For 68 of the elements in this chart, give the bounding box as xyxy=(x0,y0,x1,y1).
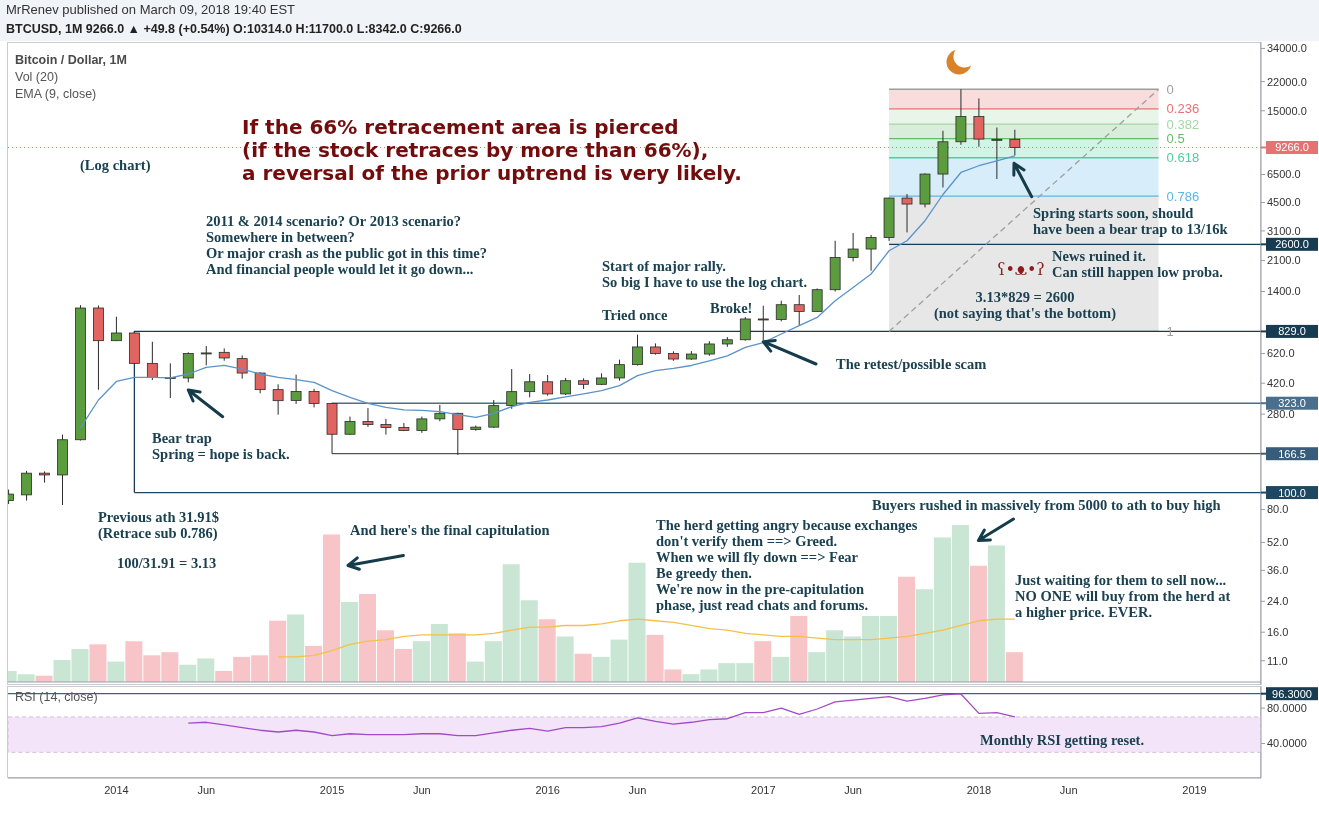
chart-title: RSI (14, close) xyxy=(15,690,98,705)
legend-label: 323.0 xyxy=(1278,397,1306,410)
annotation: Start of major rally. So big I have to use the log chart. xyxy=(602,258,808,290)
series-label: 0 xyxy=(1166,81,1174,97)
y-tick-label: 280.0 xyxy=(1267,408,1295,421)
annotation: EMA (9, close) xyxy=(15,87,97,102)
text: Bitcoin / Dollar, 1M xyxy=(15,53,127,68)
annotation: News ruined it. Can still happen low proba. xyxy=(1052,248,1223,280)
series-label: 0.618 xyxy=(1166,150,1200,166)
x-tick-label: Jun xyxy=(197,783,216,796)
x-tick-label: 2018 xyxy=(966,783,992,796)
annotation: 3.13*829 = 2600 (not saying that's the bottom) xyxy=(932,289,1118,321)
annotation: Just waiting for them to sell now... NO ONE will buy from the herd at a higher price. EVER. xyxy=(1015,572,1231,620)
y-tick-label: 11.0 xyxy=(1267,654,1288,667)
x-tick-label: Jun xyxy=(628,783,647,796)
legend-label: 2600.0 xyxy=(1275,238,1309,251)
text: BTCUSD, 1M 9266.0 ▲ +49.8 (+0.54%) O:10314.0 H:11700.0 L:8342.0 C:9266.0 xyxy=(6,21,462,37)
annotation: Monthly RSI getting reset. xyxy=(980,732,1145,748)
y-tick-label: 34000.0 xyxy=(1267,42,1307,55)
y-tick-label: 420.0 xyxy=(1267,377,1295,390)
annotation: The retest/possible scam xyxy=(836,356,987,372)
y-tick-label: 3100.0 xyxy=(1267,224,1301,237)
legend-label: 100.0 xyxy=(1278,486,1306,499)
x-tick-label: Jun xyxy=(1059,783,1078,796)
x-tick-label: 2019 xyxy=(1182,783,1207,796)
y-tick-label: 6500.0 xyxy=(1267,168,1301,181)
y-tick-label: 15000.0 xyxy=(1267,104,1307,117)
legend-label: 829.0 xyxy=(1278,325,1306,338)
y-tick-label: 22000.0 xyxy=(1267,75,1307,88)
annotation: (Log chart) xyxy=(80,157,151,173)
annotation: Buyers rushed in massively from 5000 to ath to buy high xyxy=(872,497,1221,513)
x-tick-label: Jun xyxy=(413,783,431,796)
x-tick-label: Jun xyxy=(844,783,862,796)
y-tick-label: 36.0 xyxy=(1267,564,1289,577)
y-tick-label: 24.0 xyxy=(1267,595,1289,608)
y-tick-label: 2100.0 xyxy=(1267,254,1301,267)
y-tick-label: 620.0 xyxy=(1267,347,1295,360)
series-label: 0.236 xyxy=(1166,101,1200,117)
series-label: 0.5 xyxy=(1166,131,1185,147)
y-tick-label: 4500.0 xyxy=(1267,196,1301,209)
annotation: 2011 & 2014 scenario? Or 2013 scenario? Somewhere in between? Or major crash as the public got in this time? And financial people would let it go down... xyxy=(206,213,488,277)
chart-title: Vol (20) xyxy=(15,70,59,85)
annotation: Spring starts soon, should have been a bear trap to 13/16k xyxy=(1033,205,1228,237)
annotation: ʕ•ᴥ•ʔ xyxy=(997,260,1045,279)
x-tick-label: 2016 xyxy=(535,783,560,796)
y-tick-label: 80.0 xyxy=(1267,503,1289,516)
x-tick-label: 2017 xyxy=(751,783,776,796)
annotation: And here's the final capitulation xyxy=(350,522,550,538)
y-tick-label: 1400.0 xyxy=(1267,285,1301,298)
legend-label: 166.5 xyxy=(1278,447,1306,460)
text: MrRenev published on March 09, 2018 19:40 EST xyxy=(6,2,296,18)
annotation: Broke! xyxy=(710,300,753,316)
annotation: The herd getting angry because exchanges don't verify them ==> Greed. When we will fly down ==> Fear Be greedy then. We're now in the pre-capitulation phase, just read chats and forums. xyxy=(656,517,918,613)
y-tick-label: 52.0 xyxy=(1267,536,1289,549)
annotation: Previous ath 31.91$ (Retrace sub 0.786) xyxy=(98,509,219,541)
series-label: 0.786 xyxy=(1166,188,1200,204)
annotation: If the 66% retracement area is pierced (if the stock retraces by more than 66%), a reversal of the prior uptrend is very likely. xyxy=(242,115,742,185)
ref-line-label: 9266.0 xyxy=(1275,141,1309,154)
ref-line-label: 96.3000 xyxy=(1272,687,1312,700)
annotation: 100/31.91 = 3.13 xyxy=(117,555,217,571)
y-tick-label: 16.0 xyxy=(1267,626,1289,639)
annotation: Bear trap Spring = hope is back. xyxy=(152,430,290,462)
x-tick-label: 2015 xyxy=(319,783,345,796)
series-label: 0.382 xyxy=(1166,116,1200,132)
y-tick-label: 80.0000 xyxy=(1267,702,1307,715)
annotation: Tried once xyxy=(602,307,668,323)
x-tick-label: 2014 xyxy=(104,783,129,796)
y-tick-label: 40.0000 xyxy=(1267,737,1307,750)
